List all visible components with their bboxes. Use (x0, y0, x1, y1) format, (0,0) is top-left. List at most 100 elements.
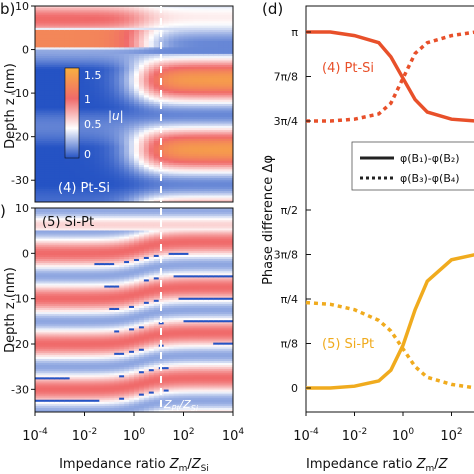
heat-cell (69, 60, 76, 64)
heat-cell (79, 248, 86, 252)
heat-cell (208, 64, 214, 68)
heat-cell (89, 409, 95, 412)
heat-cell (153, 62, 160, 66)
heat-cell (84, 23, 91, 27)
heat-cell (188, 199, 194, 202)
heat-cell (84, 154, 91, 157)
heat-cell (218, 19, 224, 22)
heat-cell (148, 47, 155, 51)
heat-cell (94, 246, 100, 250)
heat-cell (129, 90, 135, 94)
heat-cell (193, 8, 199, 11)
heat-cell (119, 108, 125, 112)
heat-cell (89, 95, 95, 99)
heat-cell (89, 151, 95, 155)
heat-cell (148, 51, 155, 55)
heat-cell (89, 363, 95, 366)
heat-cell (39, 336, 46, 340)
heat-cell (213, 45, 219, 48)
heat-cell (54, 25, 61, 29)
heat-cell (228, 64, 233, 68)
heat-cell (59, 405, 66, 409)
heat-cell (39, 175, 46, 179)
heat-cell (94, 23, 100, 27)
heat-cell (79, 66, 86, 70)
heat-cell (153, 117, 160, 120)
heat-cell (44, 322, 51, 325)
heat-cell (148, 191, 155, 194)
heat-cell (158, 193, 165, 197)
heat-cell (49, 267, 56, 270)
heat-cell (163, 43, 170, 46)
heat-cell (79, 224, 86, 227)
heat-cell (193, 197, 199, 201)
heat-cell (129, 49, 135, 53)
heat-cell (109, 29, 115, 33)
heat-cell (89, 224, 95, 227)
heat-cell (64, 220, 71, 223)
heat-cell (168, 130, 175, 133)
heat-cell (163, 186, 170, 190)
heat-cell (218, 114, 224, 118)
heat-cell (228, 97, 233, 101)
heat-cell (44, 180, 51, 183)
heat-cell (158, 25, 165, 29)
heat-cell (59, 297, 66, 301)
heat-cell (198, 77, 204, 81)
heat-cell (84, 244, 91, 248)
heat-cell (213, 43, 219, 46)
heat-cell (168, 134, 175, 138)
heat-cell (35, 145, 41, 149)
heat-cell (198, 195, 204, 199)
heat-cell (35, 29, 41, 33)
heat-cell (84, 32, 91, 35)
heat-cell (89, 352, 95, 356)
heat-cell (39, 180, 46, 183)
heat-cell (64, 216, 71, 219)
heat-cell (59, 64, 66, 68)
heat-cell (84, 138, 91, 142)
heat-cell (109, 99, 115, 103)
heat-cell (99, 53, 105, 57)
heat-cell (173, 145, 180, 149)
heat-cell (99, 297, 105, 301)
heat-cell (119, 186, 125, 190)
heat-cell (35, 199, 41, 202)
heat-cell (173, 184, 180, 188)
heat-cell (35, 64, 41, 68)
heat-cell (213, 36, 219, 40)
heat-cell (74, 222, 81, 225)
heat-cell (79, 301, 86, 305)
heat-cell (153, 112, 160, 116)
heat-cell (94, 162, 100, 166)
heat-cell (69, 291, 76, 295)
heat-cell (198, 60, 204, 64)
heat-cell (94, 188, 100, 192)
heat-cell (94, 232, 100, 236)
heat-cell (74, 358, 81, 362)
heat-cell (44, 314, 51, 317)
heat-cell (49, 82, 56, 85)
heat-cell (39, 399, 46, 403)
heat-cell (129, 191, 135, 194)
heat-cell (39, 154, 46, 157)
heat-cell (89, 156, 95, 160)
heat-cell (208, 32, 214, 35)
heat-cell (74, 346, 81, 350)
heat-cell (69, 250, 76, 254)
heat-cell (208, 99, 214, 103)
heat-cell (44, 93, 51, 96)
heat-cell (213, 104, 219, 107)
heat-cell (228, 51, 233, 55)
heat-cell (124, 29, 130, 33)
heat-cell (59, 338, 66, 342)
heat-cell (69, 244, 76, 248)
heat-cell (213, 199, 219, 202)
heat-cell (109, 173, 115, 177)
heat-cell (228, 112, 233, 116)
heat-cell (183, 162, 190, 166)
heat-cell (54, 130, 61, 133)
heat-cell (64, 34, 71, 38)
heat-cell (193, 6, 199, 9)
heat-cell (163, 169, 170, 173)
